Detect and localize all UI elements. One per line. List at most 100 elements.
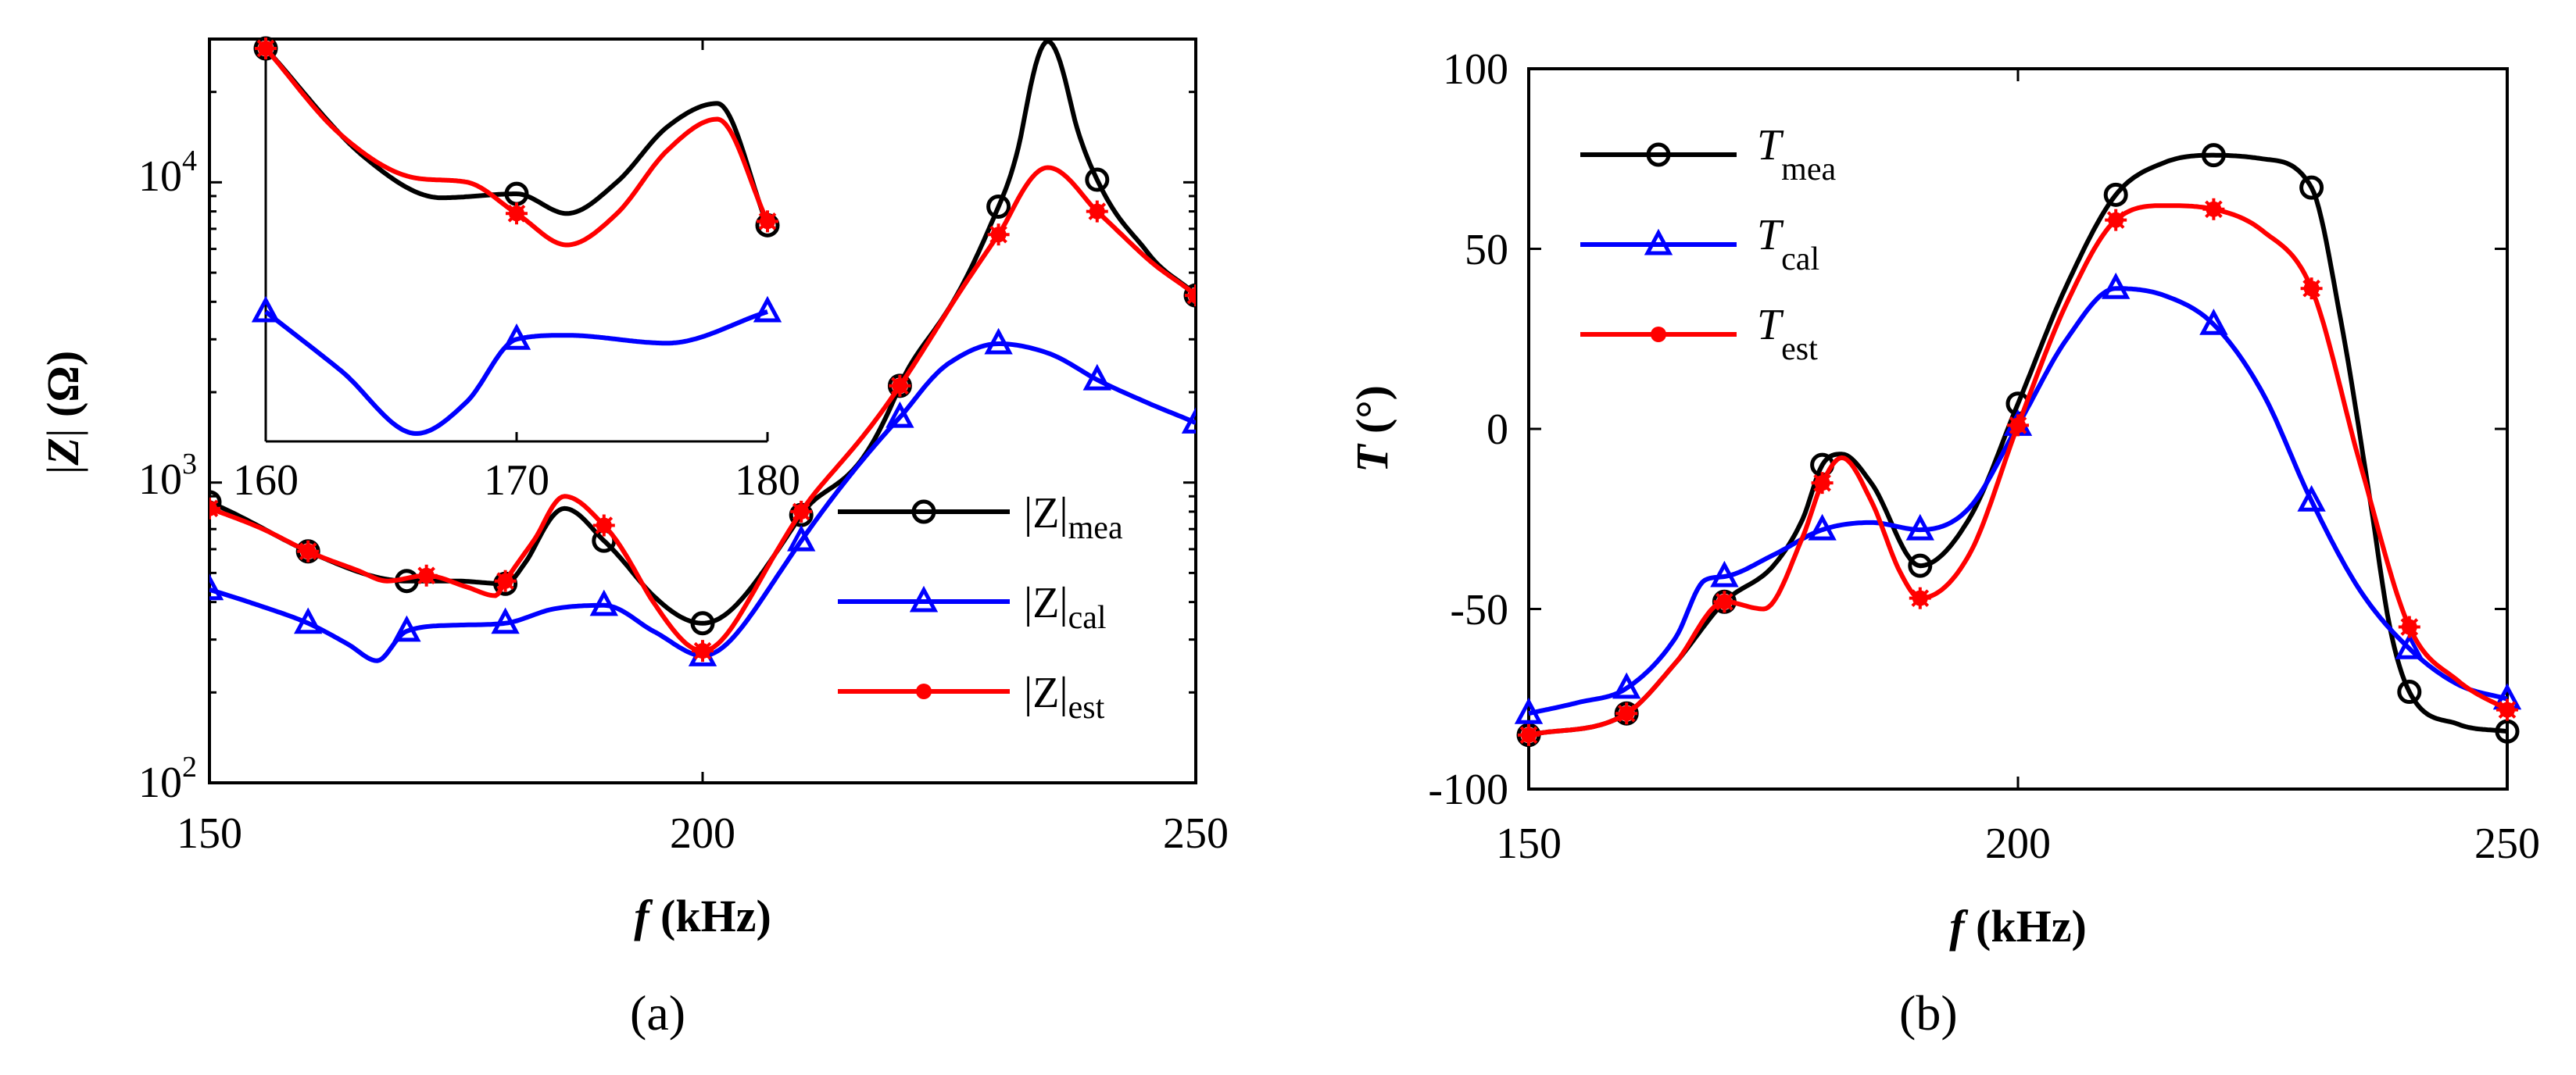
data-point-b-est-0 (1518, 723, 1540, 746)
data-point-b-cal-3 (1808, 513, 1837, 541)
data-point-inset-est-2 (757, 210, 778, 233)
legend-b: Tmea Tcal Test (1580, 121, 1836, 367)
inset-x-tick-label-0: 160 (233, 456, 299, 505)
data-point-b-est-7 (2202, 198, 2225, 220)
data-point-b-est-2 (1713, 591, 1736, 613)
data-point-a-mea-0 (209, 490, 222, 515)
data-point-b-est-5 (2007, 414, 2029, 437)
data-point-a-est-1 (297, 540, 320, 562)
data-point-b-cal-9 (2395, 632, 2424, 659)
legend-a: |Z|mea |Z|cal |Z|est (838, 489, 1123, 726)
data-point-b-mea-7 (2201, 143, 2226, 168)
data-point-a-cal-8 (984, 327, 1013, 355)
data-point-b-mea-6 (2103, 182, 2128, 207)
legend-label-b-mea: Tmea (1757, 121, 1836, 188)
data-point-b-est-4 (1909, 587, 1931, 609)
inset-x-tick-label-1: 170 (484, 456, 549, 505)
y-tick-label-b-0: 100 (1443, 45, 1508, 94)
panel-label-b: (b) (1899, 985, 1958, 1041)
data-point-b-est-3 (1811, 472, 1834, 495)
data-point-a-est-8 (987, 223, 1010, 246)
x-tick-label-a-1: 200 (670, 809, 735, 858)
data-point-a-mea-9 (1085, 167, 1110, 192)
data-point-b-mea-4 (1908, 553, 1933, 578)
legend-item-a-cal: |Z|cal (838, 579, 1107, 636)
data-point-a-cal-9 (1082, 363, 1111, 391)
x-tick-label-b-1: 200 (1985, 820, 2051, 868)
y-tick-label-b-3: -50 (1450, 586, 1508, 634)
x-axis-b (1527, 67, 2509, 791)
x-axis-label-b: f (kHz) (1949, 901, 2087, 952)
panel-a: 150 200 250 102 103 104 f (kHz) |Z| (Ω) … (38, 36, 1229, 1041)
data-point-a-est-6 (790, 500, 813, 523)
legend-label-a-mea: |Z|mea (1024, 489, 1123, 546)
y-tick-label-b-4: -100 (1428, 766, 1508, 814)
data-point-a-est-4 (592, 514, 615, 537)
legend-item-b-mea: Tmea (1580, 121, 1836, 188)
y-axis-label-a: |Z| (Ω) (38, 351, 88, 474)
data-point-b-est-9 (2398, 616, 2420, 638)
data-point-inset-cal-2 (753, 295, 782, 323)
x-tick-label-b-0: 150 (1496, 820, 1562, 868)
y-tick-label-a-2: 104 (138, 145, 197, 201)
series-line-inset-cal (264, 309, 769, 436)
x-axis-a (208, 38, 1197, 784)
y-tick-label-b-1: 50 (1465, 226, 1508, 274)
legend-item-b-est: Test (1580, 301, 1818, 367)
data-point-b-mea-10 (2495, 719, 2520, 744)
data-point-inset-est-0 (255, 38, 277, 59)
plot-area-a (209, 39, 1196, 666)
legend-label-a-est: |Z|est (1024, 669, 1105, 726)
data-point-a-est-10 (1185, 284, 1196, 307)
data-point-a-cal-3 (491, 607, 520, 634)
data-point-a-cal-0 (209, 573, 224, 601)
data-point-b-cal-7 (2199, 309, 2228, 335)
data-point-a-est-2 (415, 564, 438, 587)
inset-plot-a (251, 36, 782, 443)
data-point-a-mea-5 (690, 611, 715, 636)
data-point-a-cal-10 (1181, 407, 1196, 434)
data-point-a-est-7 (889, 374, 911, 397)
data-point-b-mea-8 (2299, 175, 2324, 200)
y-axis-label-b: T (°) (1347, 385, 1397, 473)
data-point-b-cal-1 (1612, 672, 1641, 699)
series-line-b-cal (1528, 286, 2508, 716)
data-point-a-est-0 (209, 497, 220, 520)
data-point-b-cal-4 (1905, 513, 1934, 541)
data-point-a-est-5 (692, 640, 714, 662)
legend-label-a-cal: |Z|cal (1024, 579, 1107, 636)
data-point-b-cal-6 (2102, 272, 2131, 299)
data-point-a-cal-6 (787, 524, 816, 552)
series-line-b-mea (1528, 152, 2508, 738)
legend-label-b-cal: Tcal (1757, 211, 1819, 277)
data-point-inset-est-1 (506, 202, 528, 225)
data-point-b-est-1 (1615, 702, 1638, 725)
data-point-inset-cal-0 (251, 295, 281, 323)
data-point-inset-cal-1 (502, 323, 531, 350)
panel-b: 150 200 250 100 50 0 -50 -100 f (kHz) T … (1347, 45, 2540, 1041)
data-point-a-est-3 (494, 570, 517, 592)
panel-label-a: (a) (630, 985, 685, 1041)
data-point-b-est-8 (2300, 277, 2323, 300)
y-tick-label-a-1: 103 (138, 448, 197, 504)
inset-x-tick-label-2: 180 (735, 456, 800, 505)
data-point-b-mea-9 (2397, 680, 2422, 705)
data-point-a-cal-4 (589, 589, 618, 616)
plot-area-b (1514, 143, 2522, 748)
y-tick-label-a-0: 102 (138, 751, 197, 807)
data-point-b-cal-8 (2297, 484, 2326, 512)
data-point-b-est-6 (2105, 209, 2127, 231)
y-tick-label-b-2: 0 (1487, 405, 1508, 454)
data-point-a-cal-1 (294, 607, 323, 634)
data-point-b-cal-2 (1710, 560, 1739, 588)
data-point-b-est-10 (2496, 698, 2518, 721)
x-axis-label-a: f (kHz) (634, 891, 771, 941)
x-tick-label-a-2: 250 (1163, 809, 1229, 858)
legend-item-a-mea: |Z|mea (838, 489, 1123, 546)
data-point-b-cal-0 (1514, 697, 1544, 724)
legend-item-a-est: |Z|est (838, 669, 1105, 726)
data-point-a-est-9 (1086, 200, 1108, 223)
data-point-a-cal-2 (392, 615, 421, 642)
x-tick-label-b-2: 250 (2474, 820, 2540, 868)
